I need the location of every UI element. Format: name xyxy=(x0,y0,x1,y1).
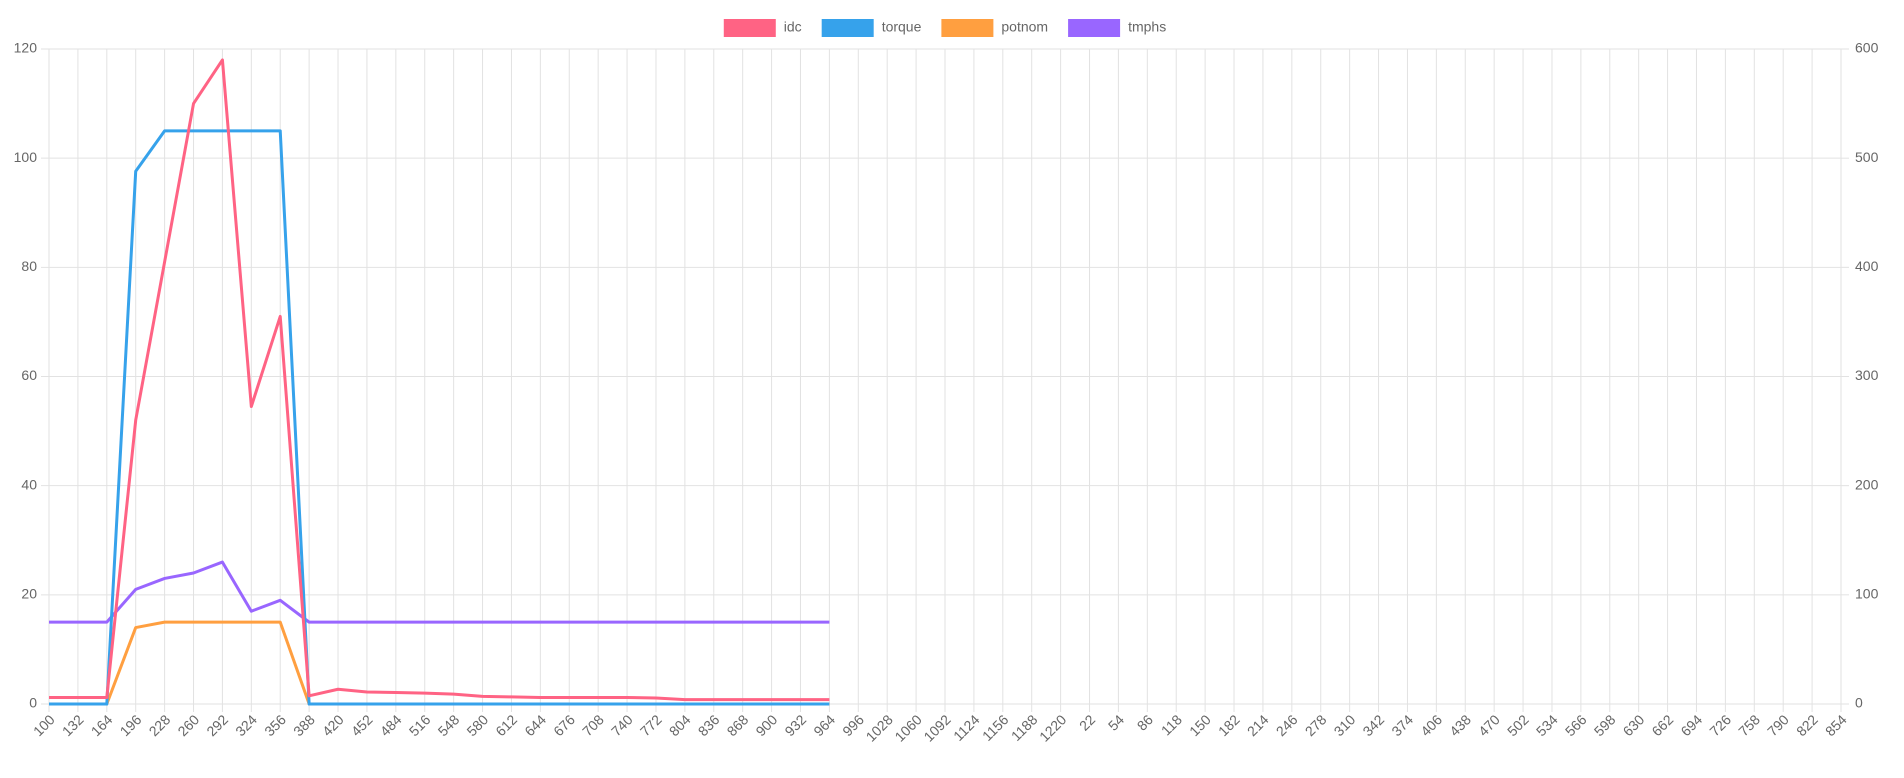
x-tick-label: 292 xyxy=(203,711,231,739)
x-tick-label: 310 xyxy=(1331,711,1359,739)
x-tick-label: 22 xyxy=(1076,711,1098,733)
x-tick-label: 598 xyxy=(1591,711,1619,739)
x-tick-label: 868 xyxy=(724,711,752,739)
x-tick-label: 740 xyxy=(608,711,636,739)
legend-swatch xyxy=(1068,19,1121,37)
x-tick-label: 548 xyxy=(435,711,463,739)
y2-tick-label: 500 xyxy=(1855,149,1879,165)
x-tick-label: 182 xyxy=(1215,711,1243,739)
x-tick-label: 1124 xyxy=(950,711,983,744)
x-tick-label: 900 xyxy=(752,711,780,739)
y-tick-label: 0 xyxy=(29,695,37,711)
x-tick-label: 1092 xyxy=(920,711,953,744)
y-tick-label: 100 xyxy=(14,149,38,165)
x-tick-label: 694 xyxy=(1677,711,1705,739)
legend-label: idc xyxy=(784,19,802,35)
y2-tick-label: 0 xyxy=(1855,695,1863,711)
x-tick-label: 374 xyxy=(1388,711,1416,739)
x-tick-label: 534 xyxy=(1533,711,1561,739)
x-tick-label: 132 xyxy=(59,711,87,739)
x-tick-label: 676 xyxy=(550,711,578,739)
x-tick-label: 644 xyxy=(521,711,549,739)
x-tick-label: 502 xyxy=(1504,711,1532,739)
x-tick-label: 516 xyxy=(406,711,434,739)
legend-swatch xyxy=(723,19,776,37)
x-tick-label: 1220 xyxy=(1036,711,1069,744)
y-tick-label: 20 xyxy=(21,586,37,602)
y-tick-label: 120 xyxy=(14,40,38,56)
x-tick-label: 356 xyxy=(261,711,289,739)
x-tick-label: 470 xyxy=(1475,711,1503,739)
x-tick-label: 772 xyxy=(637,711,665,739)
x-tick-label: 100 xyxy=(30,711,58,739)
x-tick-label: 164 xyxy=(88,711,116,739)
x-tick-label: 260 xyxy=(174,711,202,739)
x-tick-label: 822 xyxy=(1793,711,1821,739)
x-tick-label: 1060 xyxy=(891,711,924,744)
legend-swatch xyxy=(821,19,874,37)
x-tick-label: 388 xyxy=(290,711,318,739)
x-tick-label: 708 xyxy=(579,711,607,739)
y-tick-label: 40 xyxy=(21,476,37,492)
x-tick-label: 484 xyxy=(377,711,405,739)
legend: idc torque potnom tmphs xyxy=(723,19,1166,37)
legend-swatch xyxy=(941,19,994,37)
x-tick-label: 932 xyxy=(781,711,809,739)
series-line xyxy=(49,129,830,706)
x-tick-label: 452 xyxy=(348,711,376,739)
x-tick-label: 1156 xyxy=(979,711,1012,744)
y-tick-label: 60 xyxy=(21,367,37,383)
x-tick-label: 324 xyxy=(232,711,260,739)
x-tick-label: 438 xyxy=(1446,711,1474,739)
legend-label: potnom xyxy=(1001,19,1048,35)
y2-tick-label: 100 xyxy=(1855,586,1879,602)
legend-label: tmphs xyxy=(1128,19,1166,35)
x-tick-label: 406 xyxy=(1417,711,1445,739)
x-tick-label: 278 xyxy=(1302,711,1330,739)
y2-tick-label: 400 xyxy=(1855,258,1879,274)
x-tick-label: 726 xyxy=(1706,711,1734,739)
y2-tick-label: 300 xyxy=(1855,367,1879,383)
x-tick-label: 854 xyxy=(1822,711,1850,739)
series-line xyxy=(49,560,830,624)
x-tick-label: 790 xyxy=(1764,711,1792,739)
x-tick-label: 196 xyxy=(117,711,145,739)
y-tick-label: 80 xyxy=(21,258,37,274)
series-line xyxy=(49,620,830,706)
legend-label: torque xyxy=(882,19,922,35)
x-tick-label: 150 xyxy=(1186,711,1214,739)
x-tick-label: 1028 xyxy=(863,711,896,744)
x-tick-label: 964 xyxy=(810,711,838,739)
x-tick-label: 342 xyxy=(1359,711,1387,739)
x-tick-label: 86 xyxy=(1134,711,1156,733)
x-tick-label: 758 xyxy=(1735,711,1763,739)
x-tick-label: 566 xyxy=(1562,711,1590,739)
x-tick-label: 246 xyxy=(1273,711,1301,739)
x-tick-label: 420 xyxy=(319,711,347,739)
x-tick-label: 836 xyxy=(695,711,723,739)
x-tick-label: 804 xyxy=(666,711,694,739)
x-tick-label: 662 xyxy=(1648,711,1676,739)
y2-tick-label: 200 xyxy=(1855,476,1879,492)
x-tick-label: 612 xyxy=(492,711,520,739)
x-tick-label: 1188 xyxy=(1008,711,1041,744)
x-tick-label: 580 xyxy=(463,711,491,739)
y2-tick-label: 600 xyxy=(1855,40,1879,56)
x-tick-label: 118 xyxy=(1158,711,1185,738)
x-tick-label: 214 xyxy=(1244,711,1272,739)
x-tick-label: 630 xyxy=(1620,711,1648,739)
x-tick-label: 228 xyxy=(146,711,174,739)
x-tick-label: 54 xyxy=(1105,711,1127,733)
series-line xyxy=(49,58,830,702)
